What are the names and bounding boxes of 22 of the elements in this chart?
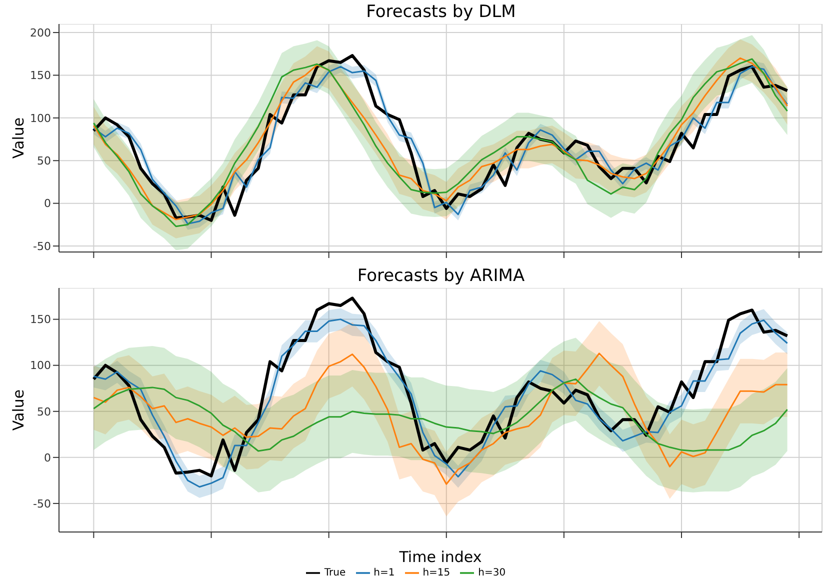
legend-label: h=15 [422, 568, 450, 579]
y-tick-label: 150 [30, 69, 51, 82]
line-series [92, 296, 789, 478]
y-tick-label: 100 [30, 112, 51, 125]
y-tick-label: 50 [37, 405, 51, 418]
y-tick-label: 150 [30, 313, 51, 326]
x-axis-title: Time index [398, 548, 482, 566]
legend-label: True [324, 568, 346, 579]
chart-title: Forecasts by ARIMA [356, 265, 526, 288]
y-axis-title: Value [9, 389, 28, 431]
y-tick-label: -50 [33, 240, 51, 253]
chart-title: Forecasts by DLM [365, 1, 517, 24]
line-series [92, 378, 788, 452]
y-tick-label: 0 [44, 451, 51, 464]
y-tick-label: 50 [37, 154, 51, 168]
legend-label: h=1 [374, 568, 395, 579]
y-axis-title: Value [9, 117, 28, 159]
y-tick-label: 0 [44, 197, 51, 210]
y-tick-label: -50 [33, 497, 51, 510]
y-tick-label: 200 [30, 26, 51, 40]
legend-label: h=30 [478, 568, 506, 579]
y-tick-label: 100 [30, 359, 51, 372]
